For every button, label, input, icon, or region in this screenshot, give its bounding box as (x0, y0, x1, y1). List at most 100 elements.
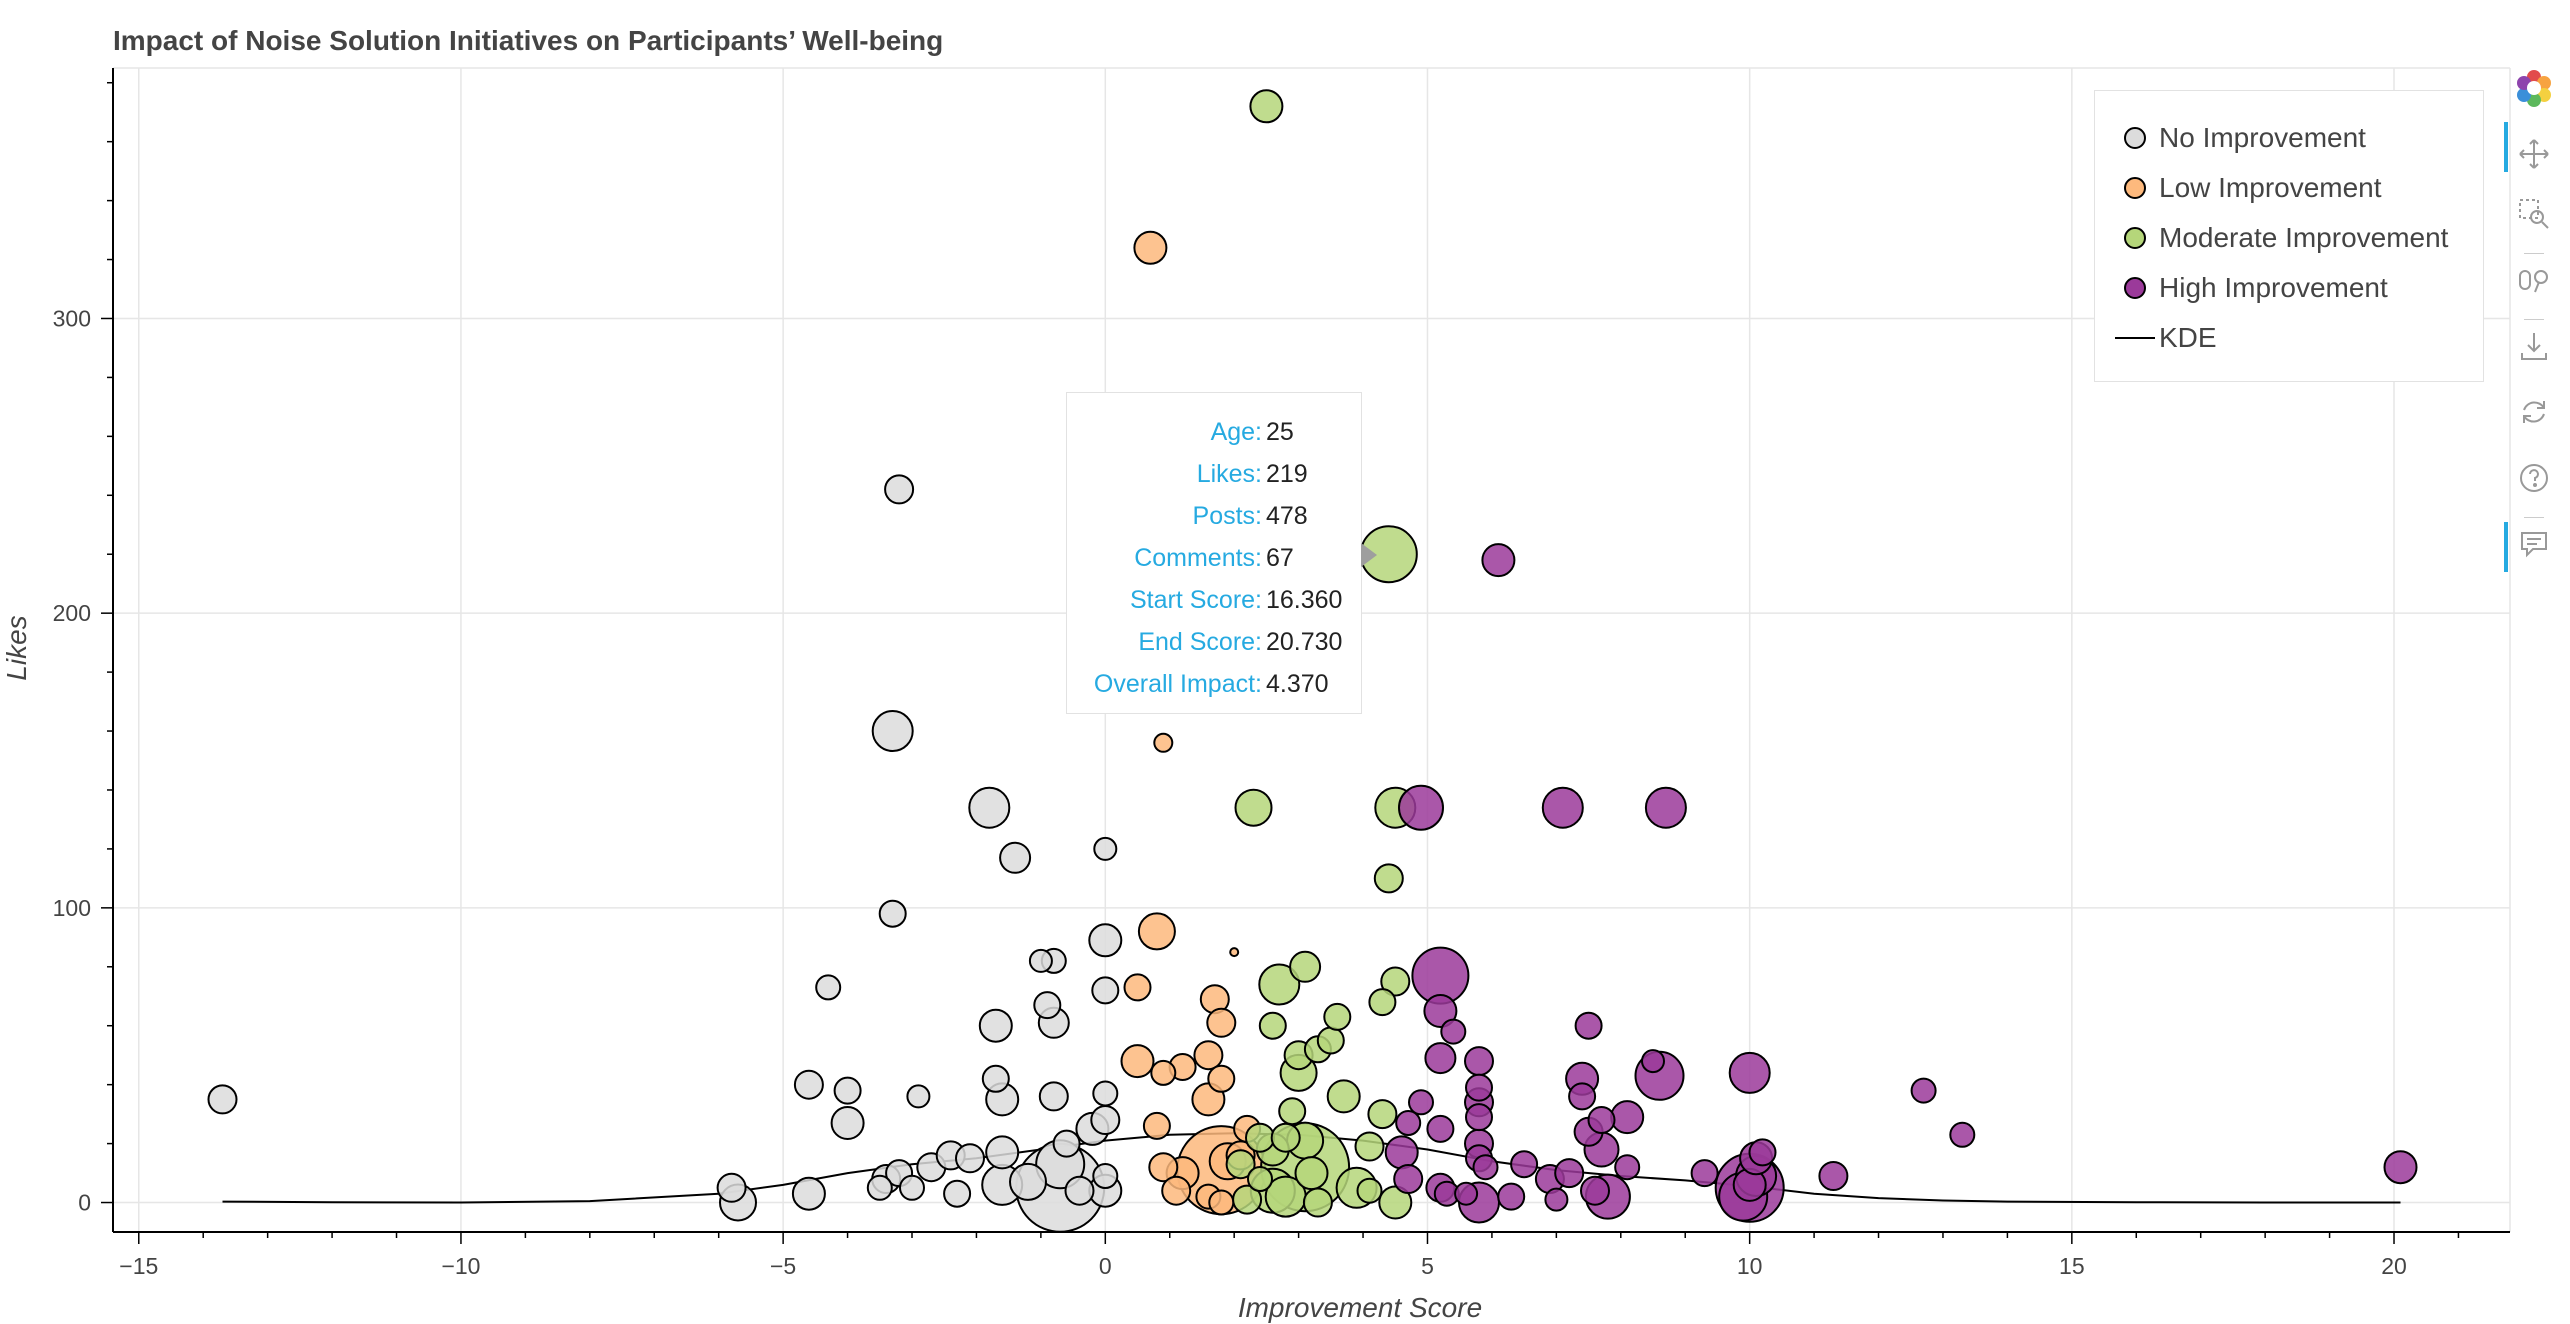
point-no-improvement[interactable] (1052, 1129, 1081, 1158)
point-high-improvement[interactable] (1728, 1051, 1771, 1094)
legend-item-low-improvement[interactable]: Low Improvement (2115, 163, 2483, 213)
hover-icon[interactable] (2510, 520, 2558, 568)
point-low-improvement[interactable] (1193, 1040, 1224, 1071)
legend-item-high-improvement[interactable]: High Improvement (2115, 263, 2483, 313)
point-high-improvement[interactable] (1910, 1077, 1937, 1104)
point-no-improvement[interactable] (1091, 976, 1120, 1005)
point-no-improvement[interactable] (866, 1174, 893, 1201)
point-moderate-improvement[interactable] (1380, 966, 1411, 997)
point-no-improvement[interactable] (985, 1135, 1020, 1170)
point-high-improvement[interactable] (1423, 994, 1458, 1028)
point-no-improvement[interactable] (1090, 1105, 1121, 1135)
help-icon[interactable] (2510, 454, 2558, 502)
box-zoom-icon[interactable] (2510, 190, 2558, 238)
wheel-zoom-icon[interactable] (2510, 256, 2558, 304)
pan-icon[interactable] (2510, 130, 2558, 178)
point-no-improvement[interactable] (978, 1008, 1013, 1043)
point-moderate-improvement[interactable] (1354, 1131, 1385, 1162)
point-high-improvement[interactable] (1454, 1181, 1479, 1206)
point-moderate-improvement[interactable] (1356, 1177, 1383, 1204)
point-high-improvement[interactable] (1574, 1011, 1603, 1040)
point-no-improvement[interactable] (999, 841, 1032, 874)
point-high-improvement[interactable] (1644, 786, 1687, 829)
point-low-improvement[interactable] (1120, 1044, 1155, 1079)
point-high-improvement[interactable] (1580, 1175, 1610, 1206)
point-high-improvement[interactable] (1949, 1121, 1976, 1148)
point-low-improvement[interactable] (1207, 1064, 1236, 1093)
point-moderate-improvement[interactable] (1368, 988, 1397, 1017)
point-moderate-improvement[interactable] (1326, 1079, 1361, 1114)
point-no-improvement[interactable] (1092, 1163, 1119, 1189)
point-low-improvement[interactable] (1153, 732, 1174, 753)
point-low-improvement[interactable] (1123, 973, 1152, 1002)
point-high-improvement[interactable] (1464, 1046, 1494, 1077)
point-high-improvement[interactable] (1510, 1150, 1539, 1179)
point-low-improvement[interactable] (1148, 1152, 1179, 1183)
point-no-improvement[interactable] (1064, 1175, 1095, 1206)
point-high-improvement[interactable] (1398, 784, 1444, 831)
point-moderate-improvement[interactable] (1373, 863, 1404, 894)
point-high-improvement[interactable] (1408, 1089, 1434, 1116)
point-moderate-improvement[interactable] (1323, 1002, 1352, 1031)
point-moderate-improvement[interactable] (1245, 1122, 1275, 1153)
point-moderate-improvement[interactable] (1278, 1097, 1307, 1126)
point-moderate-improvement[interactable] (1249, 89, 1284, 124)
legend-item-kde[interactable]: KDE (2115, 313, 2483, 363)
point-moderate-improvement[interactable] (1234, 788, 1273, 827)
point-high-improvement[interactable] (2383, 1150, 2418, 1185)
point-high-improvement[interactable] (1481, 543, 1516, 578)
point-no-improvement[interactable] (1028, 948, 1053, 973)
point-moderate-improvement[interactable] (1289, 950, 1322, 983)
point-high-improvement[interactable] (1818, 1161, 1849, 1191)
point-high-improvement[interactable] (1641, 1049, 1665, 1074)
point-moderate-improvement[interactable] (1270, 1122, 1301, 1153)
point-high-improvement[interactable] (1748, 1138, 1777, 1167)
point-no-improvement[interactable] (830, 1106, 865, 1140)
point-no-improvement[interactable] (878, 899, 907, 928)
point-moderate-improvement[interactable] (1294, 1156, 1329, 1191)
point-moderate-improvement[interactable] (1247, 1166, 1273, 1192)
point-no-improvement[interactable] (716, 1172, 747, 1203)
point-high-improvement[interactable] (1440, 1018, 1467, 1045)
point-no-improvement[interactable] (1093, 836, 1118, 861)
point-no-improvement[interactable] (943, 1179, 972, 1208)
point-no-improvement[interactable] (791, 1176, 826, 1211)
scatter-points[interactable] (207, 89, 2418, 1233)
point-no-improvement[interactable] (833, 1076, 862, 1105)
point-high-improvement[interactable] (1690, 1159, 1719, 1188)
point-no-improvement[interactable] (815, 974, 842, 1001)
point-low-improvement[interactable] (1150, 1059, 1177, 1086)
point-high-improvement[interactable] (1393, 1164, 1424, 1194)
bokeh-logo-icon[interactable] (2510, 64, 2558, 112)
point-no-improvement[interactable] (899, 1174, 925, 1201)
point-no-improvement[interactable] (793, 1069, 824, 1100)
point-high-improvement[interactable] (1395, 1110, 1422, 1136)
point-moderate-improvement[interactable] (1258, 963, 1301, 1006)
point-low-improvement[interactable] (1208, 1189, 1235, 1216)
point-no-improvement[interactable] (1092, 1080, 1119, 1107)
point-high-improvement[interactable] (1465, 1073, 1493, 1102)
point-high-improvement[interactable] (1497, 1182, 1526, 1211)
point-high-improvement[interactable] (1465, 1103, 1493, 1132)
point-moderate-improvement[interactable] (1302, 1187, 1333, 1218)
point-no-improvement[interactable] (1033, 991, 1062, 1020)
legend-item-moderate-improvement[interactable]: Moderate Improvement (2115, 213, 2483, 263)
point-no-improvement[interactable] (906, 1084, 931, 1109)
point-no-improvement[interactable] (1009, 1162, 1047, 1201)
legend-item-no-improvement[interactable]: No Improvement (2115, 113, 2483, 163)
point-no-improvement[interactable] (207, 1084, 238, 1115)
point-high-improvement[interactable] (1610, 1100, 1645, 1135)
point-no-improvement[interactable] (884, 474, 915, 505)
point-no-improvement[interactable] (981, 1064, 1010, 1093)
point-moderate-improvement[interactable] (1258, 1011, 1287, 1040)
point-low-improvement[interactable] (1229, 947, 1240, 958)
point-high-improvement[interactable] (1384, 1135, 1419, 1170)
point-moderate-improvement[interactable] (1367, 1099, 1398, 1130)
point-high-improvement[interactable] (1541, 786, 1584, 829)
point-no-improvement[interactable] (1088, 923, 1123, 958)
point-low-improvement[interactable] (1161, 1175, 1192, 1206)
point-moderate-improvement[interactable] (1232, 1184, 1263, 1215)
point-high-improvement[interactable] (1544, 1187, 1569, 1212)
point-high-improvement[interactable] (1424, 1042, 1457, 1075)
